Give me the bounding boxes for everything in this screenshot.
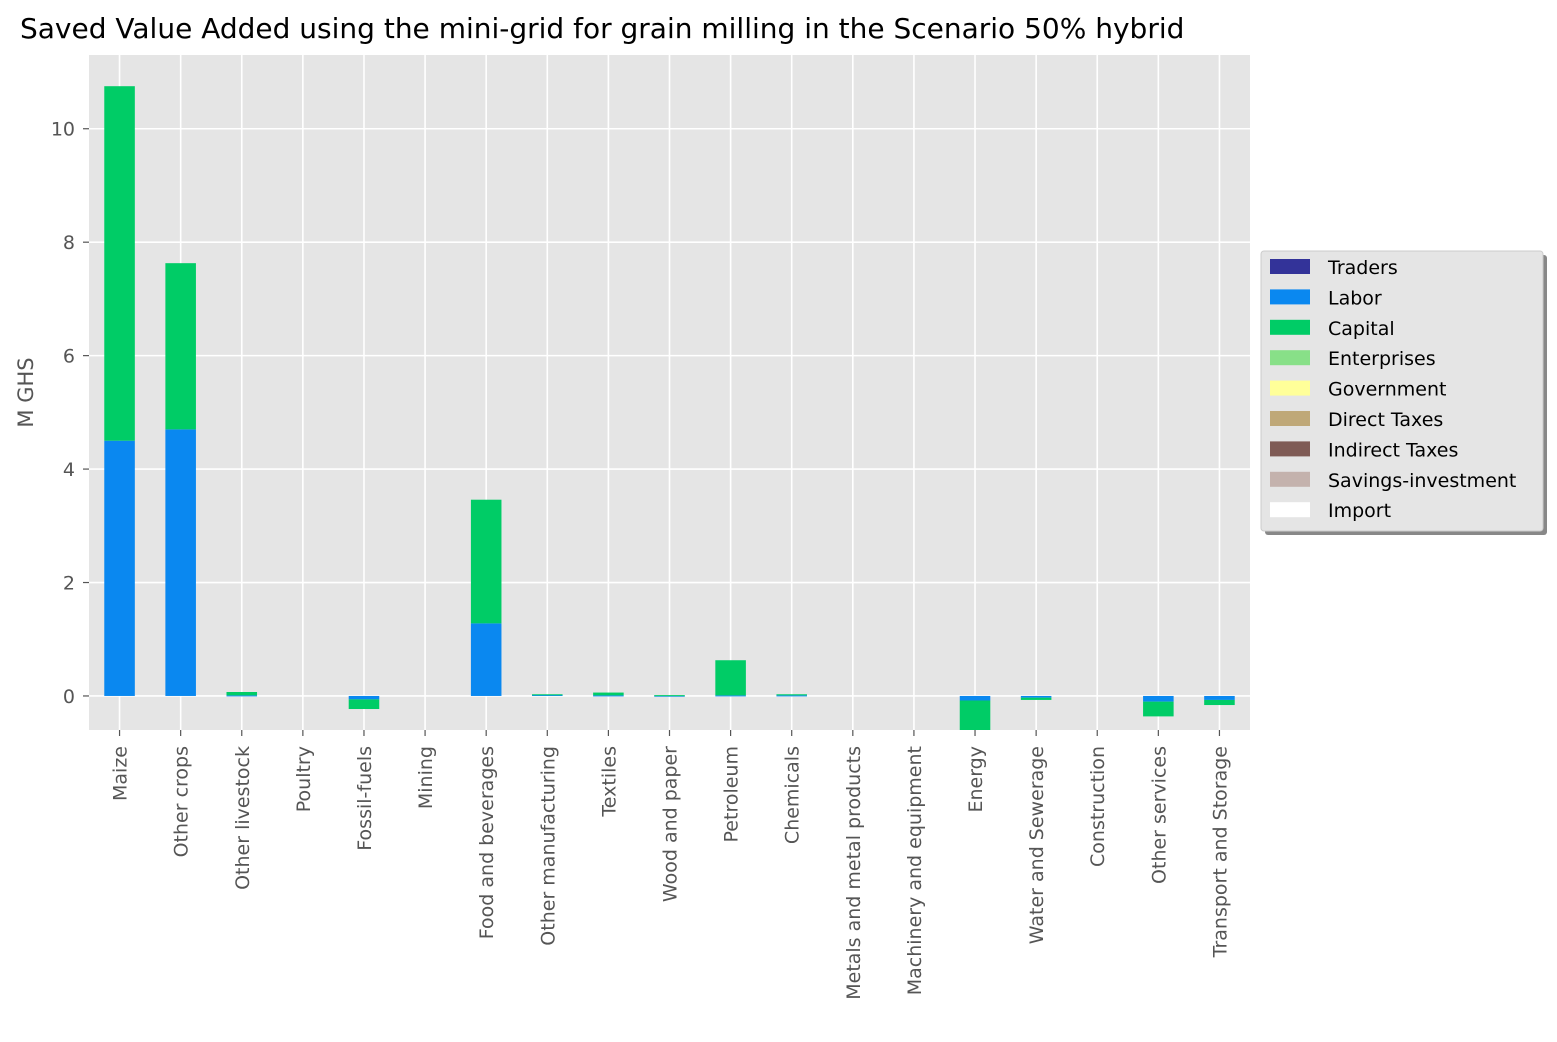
bar-segment (776, 695, 807, 697)
x-tick-label: Wood and paper (660, 746, 682, 902)
legend-swatch (1270, 319, 1310, 335)
bar-segment (959, 700, 991, 730)
bar-segment (470, 499, 502, 624)
legend-label: Traders (1327, 257, 1398, 279)
grid-layer (89, 55, 1250, 730)
legend-swatch (1270, 350, 1310, 366)
x-tick-label: Energy (965, 746, 987, 813)
bar-segment (348, 699, 380, 710)
legend-swatch (1270, 502, 1310, 518)
x-tick-label: Food and beverages (476, 746, 498, 939)
x-tick-label: Maize (110, 746, 132, 801)
bar-segment (1143, 701, 1174, 717)
y-tick-label: 2 (63, 573, 75, 595)
x-tick-label: Poultry (293, 746, 315, 812)
bar-segment (715, 660, 746, 696)
y-tick-label: 4 (63, 459, 75, 481)
x-tick-label: Other livestock (232, 746, 254, 890)
legend-swatch (1270, 411, 1310, 426)
y-tick-label: 6 (63, 346, 75, 368)
x-tick-label: Construction (1087, 746, 1109, 867)
legend-label: Import (1328, 500, 1391, 522)
bar-segment (104, 86, 135, 441)
bar-segment (165, 429, 196, 696)
chart-title: Saved Value Added using the mini-grid fo… (20, 12, 1184, 45)
legend-label: Savings-investment (1328, 470, 1516, 492)
legend-items: Traders Labor Capital Enterprises Government… (1270, 257, 1516, 522)
legend: Traders Labor Capital Enterprises Government… (1260, 250, 1547, 535)
x-tick-label: Other manufacturing (537, 746, 559, 946)
y-tick-label: 10 (51, 119, 75, 141)
bar-segment (1020, 697, 1052, 700)
bar-segment (715, 695, 746, 697)
bars-layer (104, 86, 1235, 730)
y-axis-label: M GHS (14, 357, 38, 427)
bar-segment (104, 440, 135, 696)
y-tick-label: 0 (63, 686, 75, 708)
legend-label: Direct Taxes (1328, 409, 1443, 431)
legend-swatch (1270, 380, 1310, 396)
bar-segment (654, 695, 685, 697)
x-tick-label: Machinery and equipment (904, 746, 926, 995)
x-tick-label: Other services (1148, 746, 1170, 884)
x-tick-label: Water and Sewerage (1026, 746, 1048, 944)
legend-swatch (1270, 289, 1310, 305)
x-axis: Maize Other crops Other livestock Poultry Fo… (110, 730, 1231, 1000)
x-tick-label: Fossil-fuels (354, 746, 376, 851)
bar-segment (470, 623, 502, 696)
bar-segment (226, 695, 258, 697)
bar-segment (593, 692, 624, 696)
x-tick-label: Textiles (598, 746, 620, 818)
bar-segment (654, 695, 685, 697)
x-tick-label: Other crops (171, 746, 193, 857)
bar-segment (165, 263, 196, 430)
x-tick-label: Transport and Storage (1209, 746, 1231, 958)
y-axis: 0 2 4 6 8 10 (51, 119, 89, 708)
legend-label: Government (1328, 379, 1447, 401)
bar-segment (226, 691, 258, 696)
x-tick-label: Chemicals (782, 746, 804, 844)
legend-box (1260, 250, 1544, 532)
bar-segment (1204, 699, 1235, 706)
legend-label: Labor (1328, 287, 1382, 309)
bar-segment (1204, 695, 1235, 700)
legend-label: Indirect Taxes (1328, 439, 1458, 461)
bar-segment (959, 695, 991, 701)
legend-swatch (1270, 441, 1310, 457)
x-tick-label: Petroleum (721, 746, 743, 842)
bar-segment (593, 695, 624, 697)
bar-segment (1143, 695, 1174, 702)
legend-swatch (1270, 471, 1310, 487)
y-tick-label: 8 (63, 232, 75, 254)
x-tick-label: Mining (415, 746, 437, 809)
legend-swatch (1270, 259, 1310, 274)
legend-label: Capital (1328, 318, 1395, 340)
bar-segment (532, 694, 563, 696)
bar-segment (1020, 695, 1052, 698)
bar-segment (532, 694, 563, 696)
bar-segment (776, 694, 807, 696)
legend-label: Enterprises (1328, 348, 1436, 370)
x-tick-label: Metals and metal products (843, 746, 865, 1000)
bar-segment (348, 695, 380, 700)
